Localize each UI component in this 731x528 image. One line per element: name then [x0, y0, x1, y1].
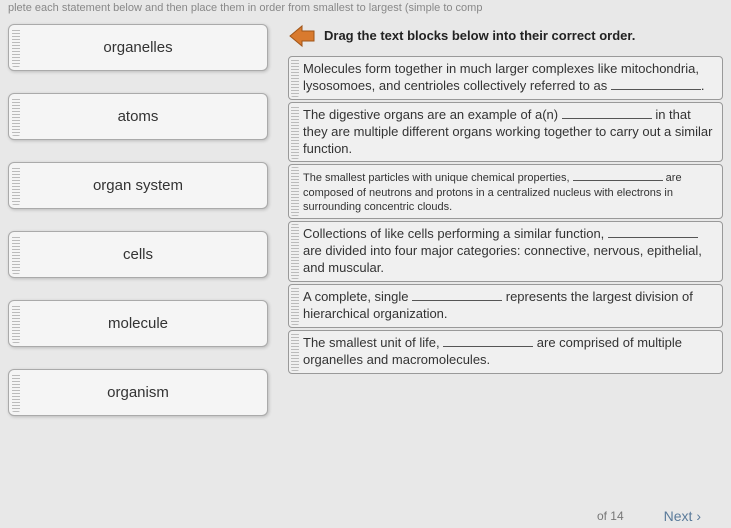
- text-block-organism[interactable]: A complete, single represents the larges…: [288, 284, 723, 328]
- instruction-row: Drag the text blocks below into their co…: [288, 24, 723, 48]
- text-block-atoms[interactable]: The smallest particles with unique chemi…: [288, 164, 723, 219]
- text-content: The smallest particles with unique chemi…: [303, 172, 682, 213]
- page-indicator: of 14: [597, 509, 624, 523]
- text-block-tissues[interactable]: Collections of like cells performing a s…: [288, 221, 723, 282]
- partial-instruction-text: plete each statement below and then plac…: [0, 0, 731, 16]
- term-cells[interactable]: cells: [8, 231, 268, 278]
- text-content: A complete, single represents the larges…: [303, 289, 693, 321]
- text-content: Molecules form together in much larger c…: [303, 61, 704, 93]
- term-organism[interactable]: organism: [8, 369, 268, 416]
- term-organelles[interactable]: organelles: [8, 24, 268, 71]
- chevron-right-icon: ›: [696, 508, 701, 524]
- term-molecule[interactable]: molecule: [8, 300, 268, 347]
- terms-column: organelles atoms organ system cells mole…: [8, 24, 268, 416]
- footer: of 14 Next ›: [597, 508, 701, 524]
- text-content: Collections of like cells performing a s…: [303, 226, 702, 275]
- term-atoms[interactable]: atoms: [8, 93, 268, 140]
- term-organ-system[interactable]: organ system: [8, 162, 268, 209]
- arrow-icon: [288, 24, 316, 48]
- text-block-cells[interactable]: The smallest unit of life, are comprised…: [288, 330, 723, 374]
- text-content: The smallest unit of life, are comprised…: [303, 335, 682, 367]
- next-button[interactable]: Next ›: [664, 508, 701, 524]
- text-content: The digestive organs are an example of a…: [303, 107, 712, 156]
- text-block-organ-system[interactable]: The digestive organs are an example of a…: [288, 102, 723, 163]
- main-container: organelles atoms organ system cells mole…: [0, 16, 731, 424]
- instruction-text: Drag the text blocks below into their co…: [324, 28, 635, 44]
- text-blocks-column: Drag the text blocks below into their co…: [288, 24, 723, 416]
- text-block-organelles[interactable]: Molecules form together in much larger c…: [288, 56, 723, 100]
- next-label: Next: [664, 508, 693, 524]
